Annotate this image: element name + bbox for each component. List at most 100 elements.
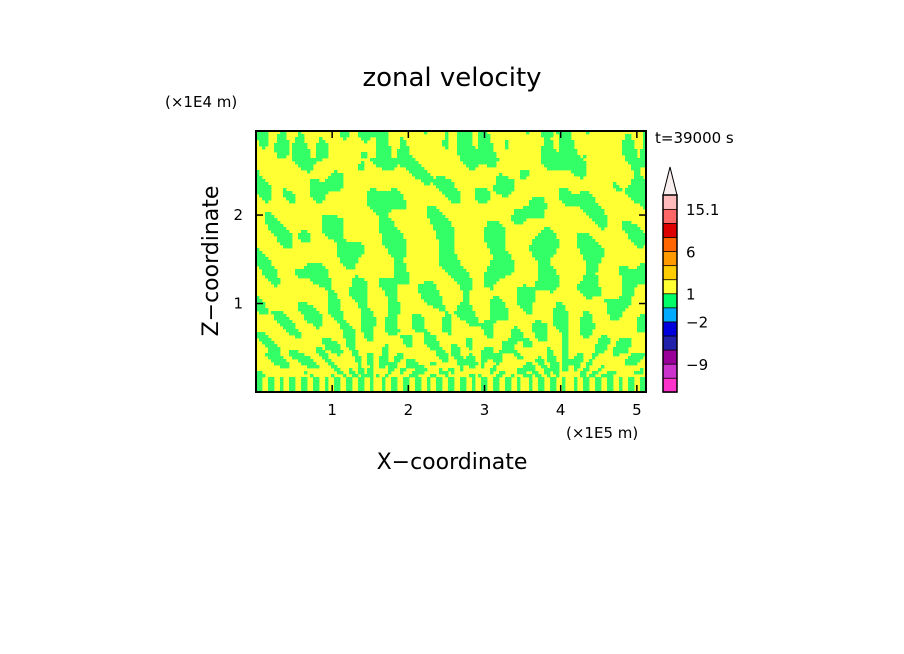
field-cell xyxy=(259,182,263,186)
field-cell xyxy=(313,272,317,276)
field-cell xyxy=(316,197,320,201)
field-cell xyxy=(586,197,590,201)
field-cell xyxy=(490,263,494,267)
field-cell xyxy=(277,233,281,237)
field-cell xyxy=(385,197,389,201)
field-cell xyxy=(340,257,344,261)
field-cell xyxy=(424,368,428,372)
field-cell xyxy=(640,191,644,195)
field-cell xyxy=(541,260,545,264)
field-cell xyxy=(394,272,398,276)
field-cell xyxy=(496,272,500,276)
field-cell xyxy=(265,215,269,219)
field-cell xyxy=(568,200,572,204)
field-cell xyxy=(289,353,293,357)
field-cell xyxy=(283,137,287,141)
field-cell xyxy=(592,266,596,270)
field-cell xyxy=(505,185,509,189)
field-cell xyxy=(334,389,338,392)
field-cell xyxy=(493,266,497,270)
field-cell xyxy=(568,143,572,147)
field-cell xyxy=(562,197,566,201)
field-cell xyxy=(592,260,596,264)
field-cell xyxy=(601,218,605,222)
field-cell xyxy=(481,137,485,141)
field-cell xyxy=(313,263,317,267)
field-cell xyxy=(448,323,452,327)
field-cell xyxy=(400,200,404,204)
field-cell xyxy=(481,191,485,195)
field-cell xyxy=(388,167,392,171)
field-cell xyxy=(298,134,302,138)
field-cell xyxy=(643,272,646,276)
field-cell xyxy=(496,374,500,378)
field-cell xyxy=(469,149,473,153)
field-cell xyxy=(349,242,353,246)
field-cell xyxy=(370,383,374,387)
field-cell xyxy=(550,377,554,381)
field-cell xyxy=(568,161,572,165)
field-cell xyxy=(379,365,383,369)
field-cell xyxy=(598,341,602,345)
field-cell xyxy=(370,353,374,357)
field-cell xyxy=(310,182,314,186)
field-cell xyxy=(538,338,542,342)
field-cell xyxy=(358,356,362,360)
field-cell xyxy=(622,224,626,228)
field-cell xyxy=(409,359,413,363)
field-cell xyxy=(487,227,491,231)
field-cell xyxy=(349,371,353,375)
field-cell xyxy=(448,380,452,384)
field-cell xyxy=(643,158,646,162)
field-cell xyxy=(439,356,443,360)
field-cell xyxy=(280,227,284,231)
field-cell xyxy=(529,311,533,315)
field-cell xyxy=(487,347,491,351)
field-cell xyxy=(574,362,578,366)
field-cell xyxy=(565,362,569,366)
field-cell xyxy=(550,359,554,363)
field-cell xyxy=(547,356,551,360)
field-cell xyxy=(484,347,488,351)
field-cell xyxy=(487,272,491,276)
field-cell xyxy=(361,314,365,318)
field-cell xyxy=(451,188,455,192)
velocity-field xyxy=(256,131,646,392)
field-cell xyxy=(283,134,287,138)
field-cell xyxy=(532,290,536,294)
field-cell xyxy=(406,365,410,369)
field-cell xyxy=(592,215,596,219)
field-cell xyxy=(343,335,347,339)
field-cell xyxy=(322,281,326,285)
field-cell xyxy=(274,356,278,360)
field-cell xyxy=(325,146,329,150)
field-cell xyxy=(577,203,581,207)
field-cell xyxy=(547,266,551,270)
field-cell xyxy=(355,257,359,261)
field-cell xyxy=(547,263,551,267)
field-cell xyxy=(523,176,527,180)
field-cell xyxy=(613,353,617,357)
field-cell xyxy=(256,188,260,192)
field-cell xyxy=(457,266,461,270)
field-cell xyxy=(625,302,629,306)
field-cell xyxy=(505,266,509,270)
field-cell xyxy=(574,383,578,387)
field-cell xyxy=(322,224,326,228)
field-cell xyxy=(583,278,587,282)
field-cell xyxy=(595,389,599,392)
field-cell xyxy=(568,131,572,135)
field-cell xyxy=(496,299,500,303)
field-cell xyxy=(355,359,359,363)
field-cell xyxy=(451,371,455,375)
field-cell xyxy=(283,239,287,243)
field-cell xyxy=(505,251,509,255)
field-cell xyxy=(580,173,584,177)
field-cell xyxy=(283,233,287,237)
field-cell xyxy=(583,200,587,204)
field-cell xyxy=(625,266,629,270)
field-cell xyxy=(493,353,497,357)
field-cell xyxy=(553,371,557,375)
field-cell xyxy=(406,155,410,159)
field-cell xyxy=(598,344,602,348)
